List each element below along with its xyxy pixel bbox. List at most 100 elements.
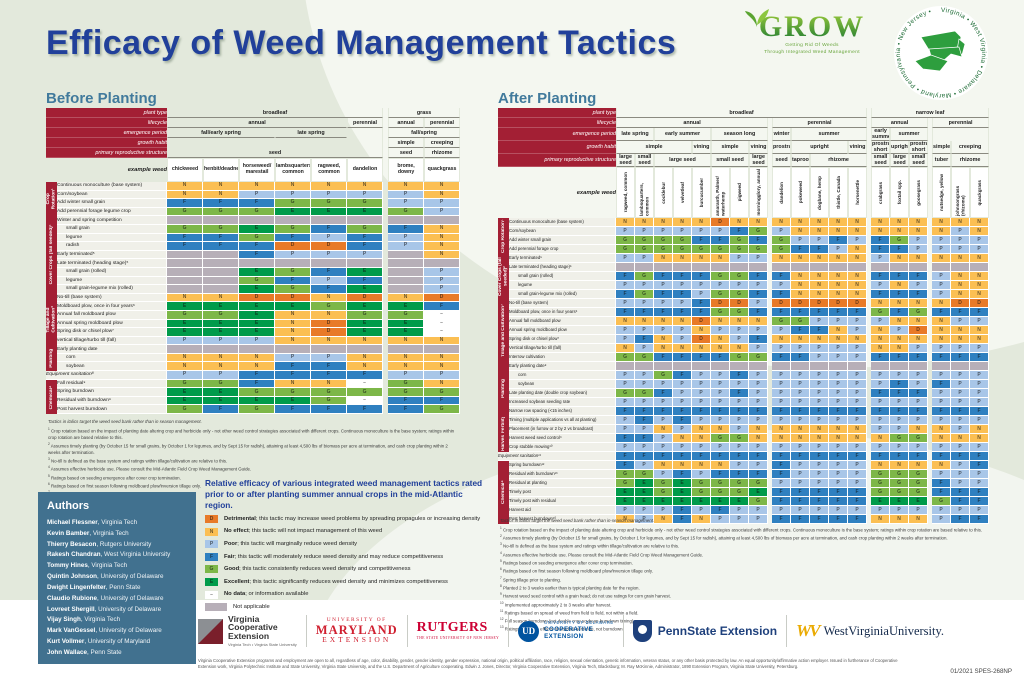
rating-cell: P <box>654 506 674 515</box>
rating-cell: E <box>635 479 655 488</box>
rating-cell: G <box>635 290 655 299</box>
header-span: rhizome <box>810 154 868 167</box>
rating-cell: P <box>749 371 769 380</box>
rating-cell: G <box>167 207 204 217</box>
vce-icon <box>198 618 223 644</box>
rating-cell: G <box>909 470 929 479</box>
rating-cell: P <box>347 250 384 260</box>
footnote-intro: Tactics in italics target the weed seed … <box>48 419 202 424</box>
rating-cell: N <box>951 281 971 290</box>
rating-cell: P <box>848 317 868 326</box>
rating-cell: G <box>616 389 636 398</box>
rating-cell: N <box>890 299 910 308</box>
rating-cell: P <box>951 344 971 353</box>
column-header: horseweed/ marestail <box>239 158 276 182</box>
rating-cell: N <box>749 317 769 326</box>
rating-cell: F <box>711 452 731 461</box>
footnote: 4 Assumes effective herbicide use. Pleas… <box>500 550 704 558</box>
rating-cell: N <box>829 290 849 299</box>
efficacy-table: plant type broadleaf narrow leaf lifecycle a… <box>498 108 990 524</box>
rating-cell: F <box>635 416 655 425</box>
rating-cell: F <box>616 452 636 461</box>
rating-cell: E <box>167 388 204 397</box>
rating-cell: E <box>203 396 240 406</box>
rating-cell: F <box>275 371 312 380</box>
rating-cell: N <box>810 254 830 263</box>
rating-cell <box>311 216 348 225</box>
rating-cell: P <box>772 506 792 515</box>
rating-cell: P <box>951 317 971 326</box>
rating-cell: F <box>654 452 674 461</box>
ud-monogram: UD <box>518 620 540 642</box>
legend-swatch: P <box>205 540 218 549</box>
rating-cell: F <box>871 245 891 254</box>
rating-cell: G <box>654 245 674 254</box>
rating-cell: F <box>711 470 731 479</box>
rating-cell: G <box>424 405 461 415</box>
rating-cell: N <box>424 362 461 372</box>
rating-cell: G <box>635 272 655 281</box>
rating-cell: N <box>311 293 348 303</box>
rating-cell: P <box>654 434 674 443</box>
rating-cell: F <box>347 405 384 415</box>
rating-cell: P <box>909 416 929 425</box>
rating-cell: P <box>311 276 348 286</box>
rating-cell: P <box>275 353 312 363</box>
row-label: No-till (base system) <box>509 299 617 308</box>
rating-cell: F <box>890 308 910 317</box>
rating-cell: F <box>848 515 868 524</box>
header-span: prostrate/ short <box>871 141 891 154</box>
rating-cell: P <box>424 285 461 294</box>
header-span: season long <box>711 128 769 141</box>
rating-cell: P <box>749 380 769 389</box>
rating-cell: N <box>848 227 868 236</box>
rating-cell: P <box>810 398 830 407</box>
column-header: crabgrass <box>871 167 891 218</box>
row-label: Increased soybean seeding rate <box>509 398 617 407</box>
rating-cell: F <box>871 452 891 461</box>
rating-cell: E <box>203 302 240 311</box>
rating-cell: N <box>772 254 792 263</box>
rating-cell: F <box>791 497 811 506</box>
legend-text: Excellent; this tactic significantly red… <box>224 578 448 585</box>
rating-cell: P <box>848 479 868 488</box>
rating-cell: N <box>749 218 769 227</box>
rating-cell: F <box>388 396 425 406</box>
rating-cell: D <box>692 335 712 344</box>
rating-cell: P <box>616 299 636 308</box>
rating-cell: P <box>848 398 868 407</box>
rating-cell <box>654 263 674 272</box>
row-label: No-till (base system) <box>57 293 168 303</box>
rating-cell: G <box>275 285 312 294</box>
rating-cell: F <box>203 233 240 243</box>
rating-cell: P <box>692 290 712 299</box>
rating-cell: P <box>932 281 952 290</box>
header-span: tuber <box>932 154 952 167</box>
rating-cell: N <box>909 515 929 524</box>
rating-cell: N <box>848 335 868 344</box>
header-attr-label: growth habit <box>46 138 168 148</box>
rating-cell: N <box>692 461 712 470</box>
rating-cell: P <box>829 344 849 353</box>
rating-cell: P <box>829 461 849 470</box>
rating-cell: N <box>848 425 868 434</box>
university-of-maryland-logo: UNIVERSITY OF MARYLAND EXTENSION <box>315 617 398 645</box>
rating-cell: N <box>311 310 348 320</box>
rating-cell: E <box>275 396 312 406</box>
rating-cell: N <box>424 379 461 389</box>
divider <box>622 615 624 647</box>
rating-cell: N <box>711 317 731 326</box>
rating-cell: P <box>810 344 830 353</box>
rating-cell <box>424 216 461 225</box>
rating-cell: F <box>711 506 731 515</box>
rating-cell: F <box>311 224 348 234</box>
rating-cell: G <box>772 245 792 254</box>
rating-cell: N <box>711 425 731 434</box>
rating-cell: F <box>749 272 769 281</box>
rating-cell: F <box>951 497 971 506</box>
column-header: quackgrass <box>424 158 461 182</box>
rating-cell: F <box>791 308 811 317</box>
rating-cell: G <box>239 388 276 397</box>
rating-cell: P <box>932 389 952 398</box>
rating-cell: P <box>848 236 868 245</box>
